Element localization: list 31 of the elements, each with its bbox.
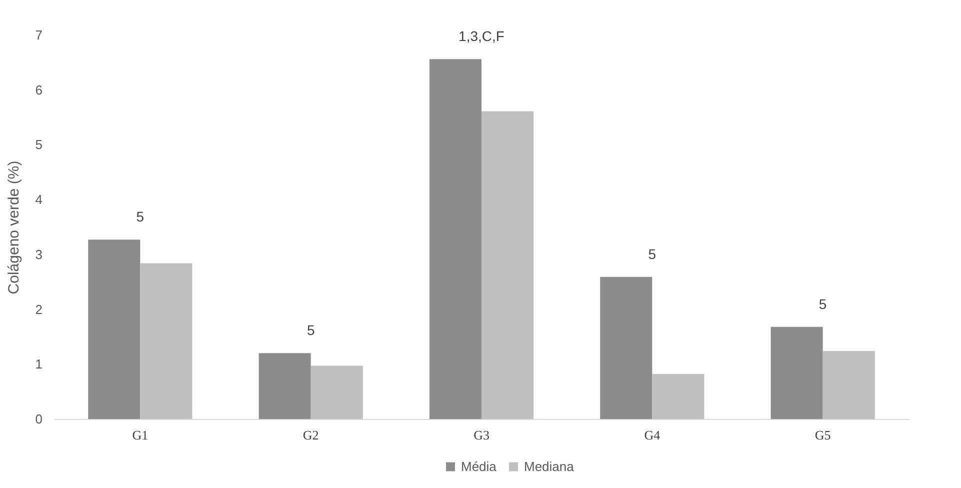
x-tick-label: G3 — [474, 428, 490, 442]
bar — [88, 240, 140, 419]
x-tick-label: G2 — [302, 428, 319, 442]
y-tick-label: 0 — [35, 412, 42, 426]
annotation: 5 — [818, 296, 827, 312]
x-tick-label: G4 — [644, 428, 661, 442]
y-tick-label: 3 — [35, 246, 42, 262]
legend-label: Média — [461, 458, 498, 474]
bar — [652, 374, 704, 419]
y-tick-label: 6 — [35, 82, 42, 98]
x-tick-label: G1 — [132, 428, 148, 442]
legend-label: Mediana — [524, 458, 575, 474]
bar — [600, 276, 652, 419]
bar — [429, 59, 482, 419]
y-tick-label: 7 — [35, 28, 42, 42]
y-tick-label: 4 — [35, 192, 42, 208]
y-tick-label: 1 — [35, 356, 42, 372]
y-tick-label: 2 — [35, 302, 42, 317]
y-axis-title: Colágeno verde (%) — [5, 160, 22, 294]
bar — [770, 326, 823, 419]
annotation: 1,3,C,F — [458, 28, 504, 44]
bar — [140, 263, 192, 419]
bar — [482, 111, 534, 419]
x-tick-label: G5 — [814, 428, 831, 442]
bar — [258, 353, 311, 419]
y-tick-label: 5 — [35, 137, 42, 152]
annotation: 5 — [648, 246, 656, 262]
bar — [822, 350, 875, 419]
annotation: 5 — [306, 322, 315, 338]
annotation: 5 — [136, 208, 144, 225]
bar — [310, 366, 363, 419]
